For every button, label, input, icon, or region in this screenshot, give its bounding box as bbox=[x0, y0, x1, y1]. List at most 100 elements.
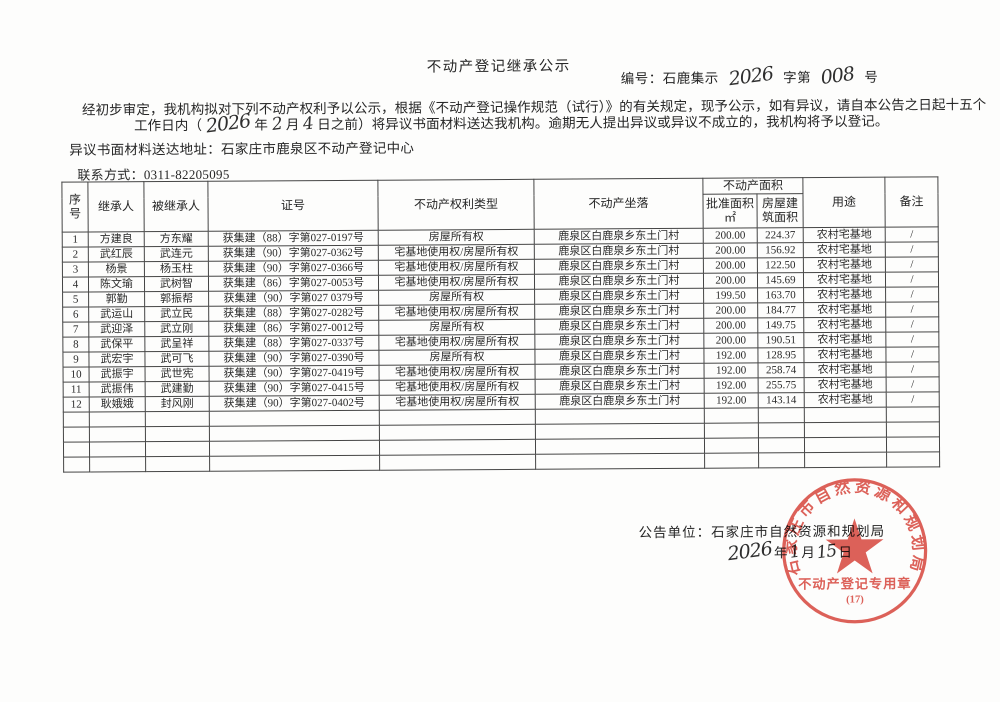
table-cell: 192.00 bbox=[704, 377, 759, 394]
table-cell: / bbox=[885, 271, 939, 288]
table-cell: 房屋所有权 bbox=[378, 349, 536, 366]
table-cell: 获集建（90）字第027 0379号 bbox=[208, 290, 379, 307]
empty-cell bbox=[535, 453, 705, 470]
doc-no-prefix: 编号：石鹿集示 bbox=[620, 70, 719, 87]
table-cell: 房屋所有权 bbox=[378, 229, 535, 246]
table-cell: 149.75 bbox=[757, 317, 804, 333]
empty-cell bbox=[89, 441, 146, 458]
table-cell: 房屋所有权 bbox=[378, 319, 535, 336]
empty-cell bbox=[379, 409, 536, 426]
table-cell: 宅基地使用权/房屋所有权 bbox=[378, 259, 535, 276]
table-cell: 3 bbox=[62, 262, 89, 278]
doc-no-suffix: 号 bbox=[864, 69, 879, 85]
empty-cell bbox=[379, 424, 536, 441]
table-cell: 杨玉柱 bbox=[144, 261, 209, 277]
header-remarks: 备注 bbox=[884, 176, 939, 228]
table-cell: 200.00 bbox=[703, 227, 758, 244]
table-cell: 9 bbox=[62, 352, 90, 368]
empty-cell bbox=[145, 441, 210, 457]
table-cell: 12 bbox=[63, 397, 90, 413]
deadline-year-handwritten: 2026 bbox=[204, 109, 252, 138]
empty-cell bbox=[209, 440, 380, 457]
table-cell: / bbox=[885, 331, 939, 348]
table-cell: 农村宅基地 bbox=[803, 257, 886, 273]
table-cell: / bbox=[885, 286, 939, 303]
table-cell: 200.00 bbox=[703, 302, 758, 319]
seal-ring-icon bbox=[782, 478, 928, 624]
table-cell: 封风刚 bbox=[145, 396, 210, 412]
table-cell: 192.00 bbox=[704, 362, 759, 379]
table-cell: 128.95 bbox=[757, 347, 805, 363]
table-cell: 199.50 bbox=[703, 287, 758, 304]
table-cell: 鹿泉区白鹿泉乡东土门村 bbox=[534, 348, 705, 365]
header-seq: 序 号 bbox=[61, 182, 89, 233]
empty-cell bbox=[89, 456, 146, 473]
table-cell: 143.14 bbox=[758, 392, 805, 408]
table-cell: / bbox=[885, 301, 939, 318]
table-cell: 郭勤 bbox=[88, 291, 145, 308]
table-cell: 获集建（90）字第027-0390号 bbox=[208, 350, 380, 367]
empty-cell bbox=[704, 407, 759, 424]
table-cell: 宅基地使用权/房屋所有权 bbox=[378, 244, 535, 261]
empty-cell bbox=[886, 436, 940, 453]
table-cell: 200.00 bbox=[703, 242, 758, 259]
table-cell: 农村宅基地 bbox=[803, 317, 886, 333]
header-building-area: 房屋建 筑面积 bbox=[756, 193, 804, 228]
table-cell: 农村宅基地 bbox=[803, 302, 886, 318]
deadline-suffix: 日之前）将异议书面材料送达我机构。逾期无人提出异议或异议不成立的，我机构将予以登… bbox=[317, 113, 889, 133]
empty-cell bbox=[704, 437, 759, 454]
empty-cell bbox=[209, 455, 380, 472]
table-cell: 农村宅基地 bbox=[803, 347, 887, 363]
seal-caption: 不动产登记专用章 bbox=[798, 575, 911, 592]
table-cell: 11 bbox=[63, 382, 90, 398]
table-cell: 鹿泉区白鹿泉乡东土门村 bbox=[534, 258, 704, 275]
table-cell: 农村宅基地 bbox=[804, 377, 887, 393]
table-cell: 6 bbox=[62, 307, 89, 323]
seal-star-icon bbox=[825, 518, 884, 574]
deadline-day-handwritten: 4 bbox=[302, 113, 315, 135]
table-cell: 获集建（90）字第027-0419号 bbox=[209, 365, 380, 382]
empty-cell bbox=[535, 438, 705, 455]
empty-cell bbox=[886, 406, 940, 423]
table-cell: 武立刚 bbox=[144, 321, 209, 337]
table-cell: 农村宅基地 bbox=[803, 242, 886, 258]
table-cell: 鹿泉区白鹿泉乡东土门村 bbox=[535, 378, 705, 395]
header-right-type: 不动产权利类型 bbox=[377, 179, 535, 231]
empty-cell bbox=[63, 442, 90, 458]
table-cell: 农村宅基地 bbox=[804, 392, 887, 408]
table-cell: 鹿泉区白鹿泉乡东土门村 bbox=[534, 243, 704, 260]
table-cell: 255.75 bbox=[758, 377, 805, 393]
table-cell: / bbox=[885, 316, 939, 333]
table-cell: 宅基地使用权/房屋所有权 bbox=[379, 394, 536, 411]
empty-cell bbox=[886, 451, 940, 468]
table-cell: 190.51 bbox=[757, 332, 804, 348]
table-cell: 获集建（90）字第027-0415号 bbox=[209, 380, 380, 397]
table-cell: 获集建（86）字第027-0053号 bbox=[208, 275, 379, 292]
empty-cell bbox=[63, 427, 90, 443]
document-number-line: 编号：石鹿集示 2026 字第 008 号 bbox=[620, 63, 879, 90]
table-cell: 鹿泉区白鹿泉乡东土门村 bbox=[534, 318, 704, 335]
header-heir: 继承人 bbox=[87, 181, 145, 233]
table-cell: 获集建（88）字第027-0337号 bbox=[208, 335, 379, 352]
header-area-group: 不动产面积 bbox=[702, 177, 803, 195]
table-cell: 方东耀 bbox=[144, 231, 209, 247]
table-cell: 鹿泉区白鹿泉乡东土门村 bbox=[535, 393, 705, 410]
table-cell: 杨景 bbox=[88, 261, 145, 278]
table-cell: 武呈祥 bbox=[144, 336, 209, 352]
table-cell: 获集建（90）字第027-0402号 bbox=[209, 395, 380, 412]
empty-cell bbox=[145, 456, 210, 472]
table-cell: 耿娥娥 bbox=[89, 396, 146, 413]
header-row-1: 序 号 继承人 被继承人 证号 不动产权利类型 不动产坐落 不动产面积 用途 备… bbox=[61, 176, 939, 233]
header-cert-no: 证号 bbox=[207, 180, 379, 232]
table-cell: 鹿泉区白鹿泉乡东土门村 bbox=[534, 303, 704, 320]
table-cell: / bbox=[886, 361, 940, 378]
table-cell: 武可飞 bbox=[144, 351, 210, 367]
table-cell: 224.37 bbox=[757, 227, 804, 243]
table-cell: 获集建（86）字第027-0012号 bbox=[208, 320, 379, 337]
table-cell: 武连元 bbox=[144, 246, 209, 262]
table-cell: / bbox=[885, 346, 940, 363]
seal-number: (17) bbox=[846, 594, 864, 605]
table-cell: 获集建（90）字第027-0362号 bbox=[208, 245, 379, 262]
